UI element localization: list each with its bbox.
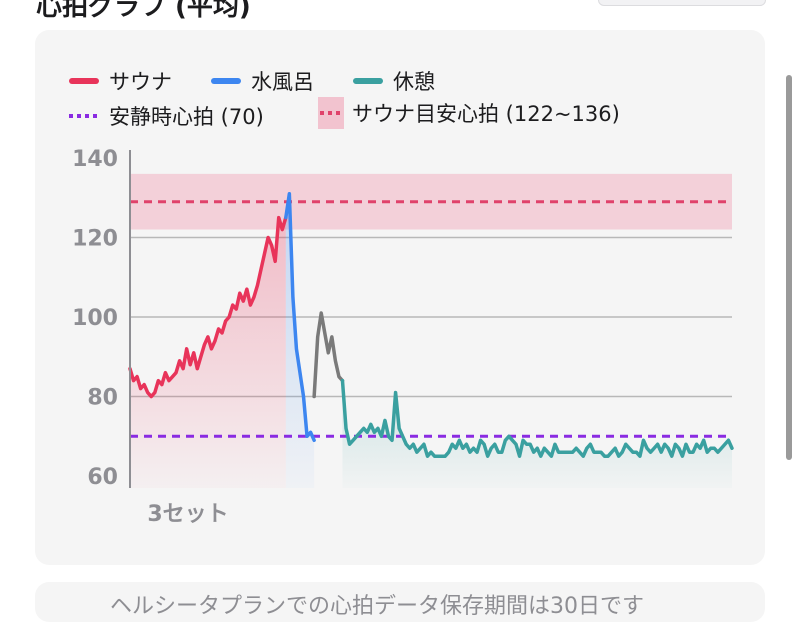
series-line-transition	[312, 311, 345, 399]
legend-swatch-rest	[353, 78, 383, 84]
x-axis-label: 3セット	[147, 502, 228, 527]
series-line-sauna	[128, 215, 288, 399]
y-tick-label: 100	[72, 306, 118, 331]
legend-swatch-resting	[69, 114, 99, 118]
y-tick-label: 140	[72, 147, 118, 172]
info-text-fragment: ヘルシータプランでの心拍データ保存期間は30日です	[110, 594, 644, 619]
scrollbar[interactable]	[786, 75, 792, 460]
y-tick-label: 80	[87, 386, 118, 411]
y-tick-label: 120	[72, 226, 118, 251]
heart-rate-chart: 60 80 100 120 140 3セット	[72, 147, 734, 527]
legend-swatch-target	[318, 97, 344, 129]
legend-label-cold: 水風呂	[251, 70, 314, 94]
legend-label-sauna: サウナ	[109, 70, 172, 94]
legend-item-cold: 水風呂	[211, 66, 314, 96]
series-line-cold	[284, 191, 316, 443]
series-area	[342, 380, 732, 488]
series-lines	[128, 191, 734, 458]
legend-label-rest: 休憩	[393, 70, 435, 94]
legend-item-target: サウナ目安心拍 (122~136)	[318, 97, 620, 129]
legend-label-resting: 安静時心拍 (70)	[109, 105, 264, 129]
series-area	[130, 217, 286, 488]
legend-label-target: サウナ目安心拍 (122~136)	[352, 102, 620, 126]
legend-swatch-cold	[211, 78, 241, 84]
section-title-fragment: 心拍グラフ (平均)	[36, 0, 251, 22]
series-line-rest	[340, 378, 734, 458]
y-tick-label: 60	[87, 465, 118, 490]
y-tick-labels: 60 80 100 120 140	[72, 147, 118, 490]
legend-item-resting: 安静時心拍 (70)	[69, 101, 264, 131]
legend-item-sauna: サウナ	[69, 66, 172, 96]
legend-swatch-sauna	[69, 78, 99, 84]
series-area	[285, 193, 315, 488]
legend-item-rest: 休憩	[353, 66, 435, 96]
area-fills	[130, 193, 732, 488]
